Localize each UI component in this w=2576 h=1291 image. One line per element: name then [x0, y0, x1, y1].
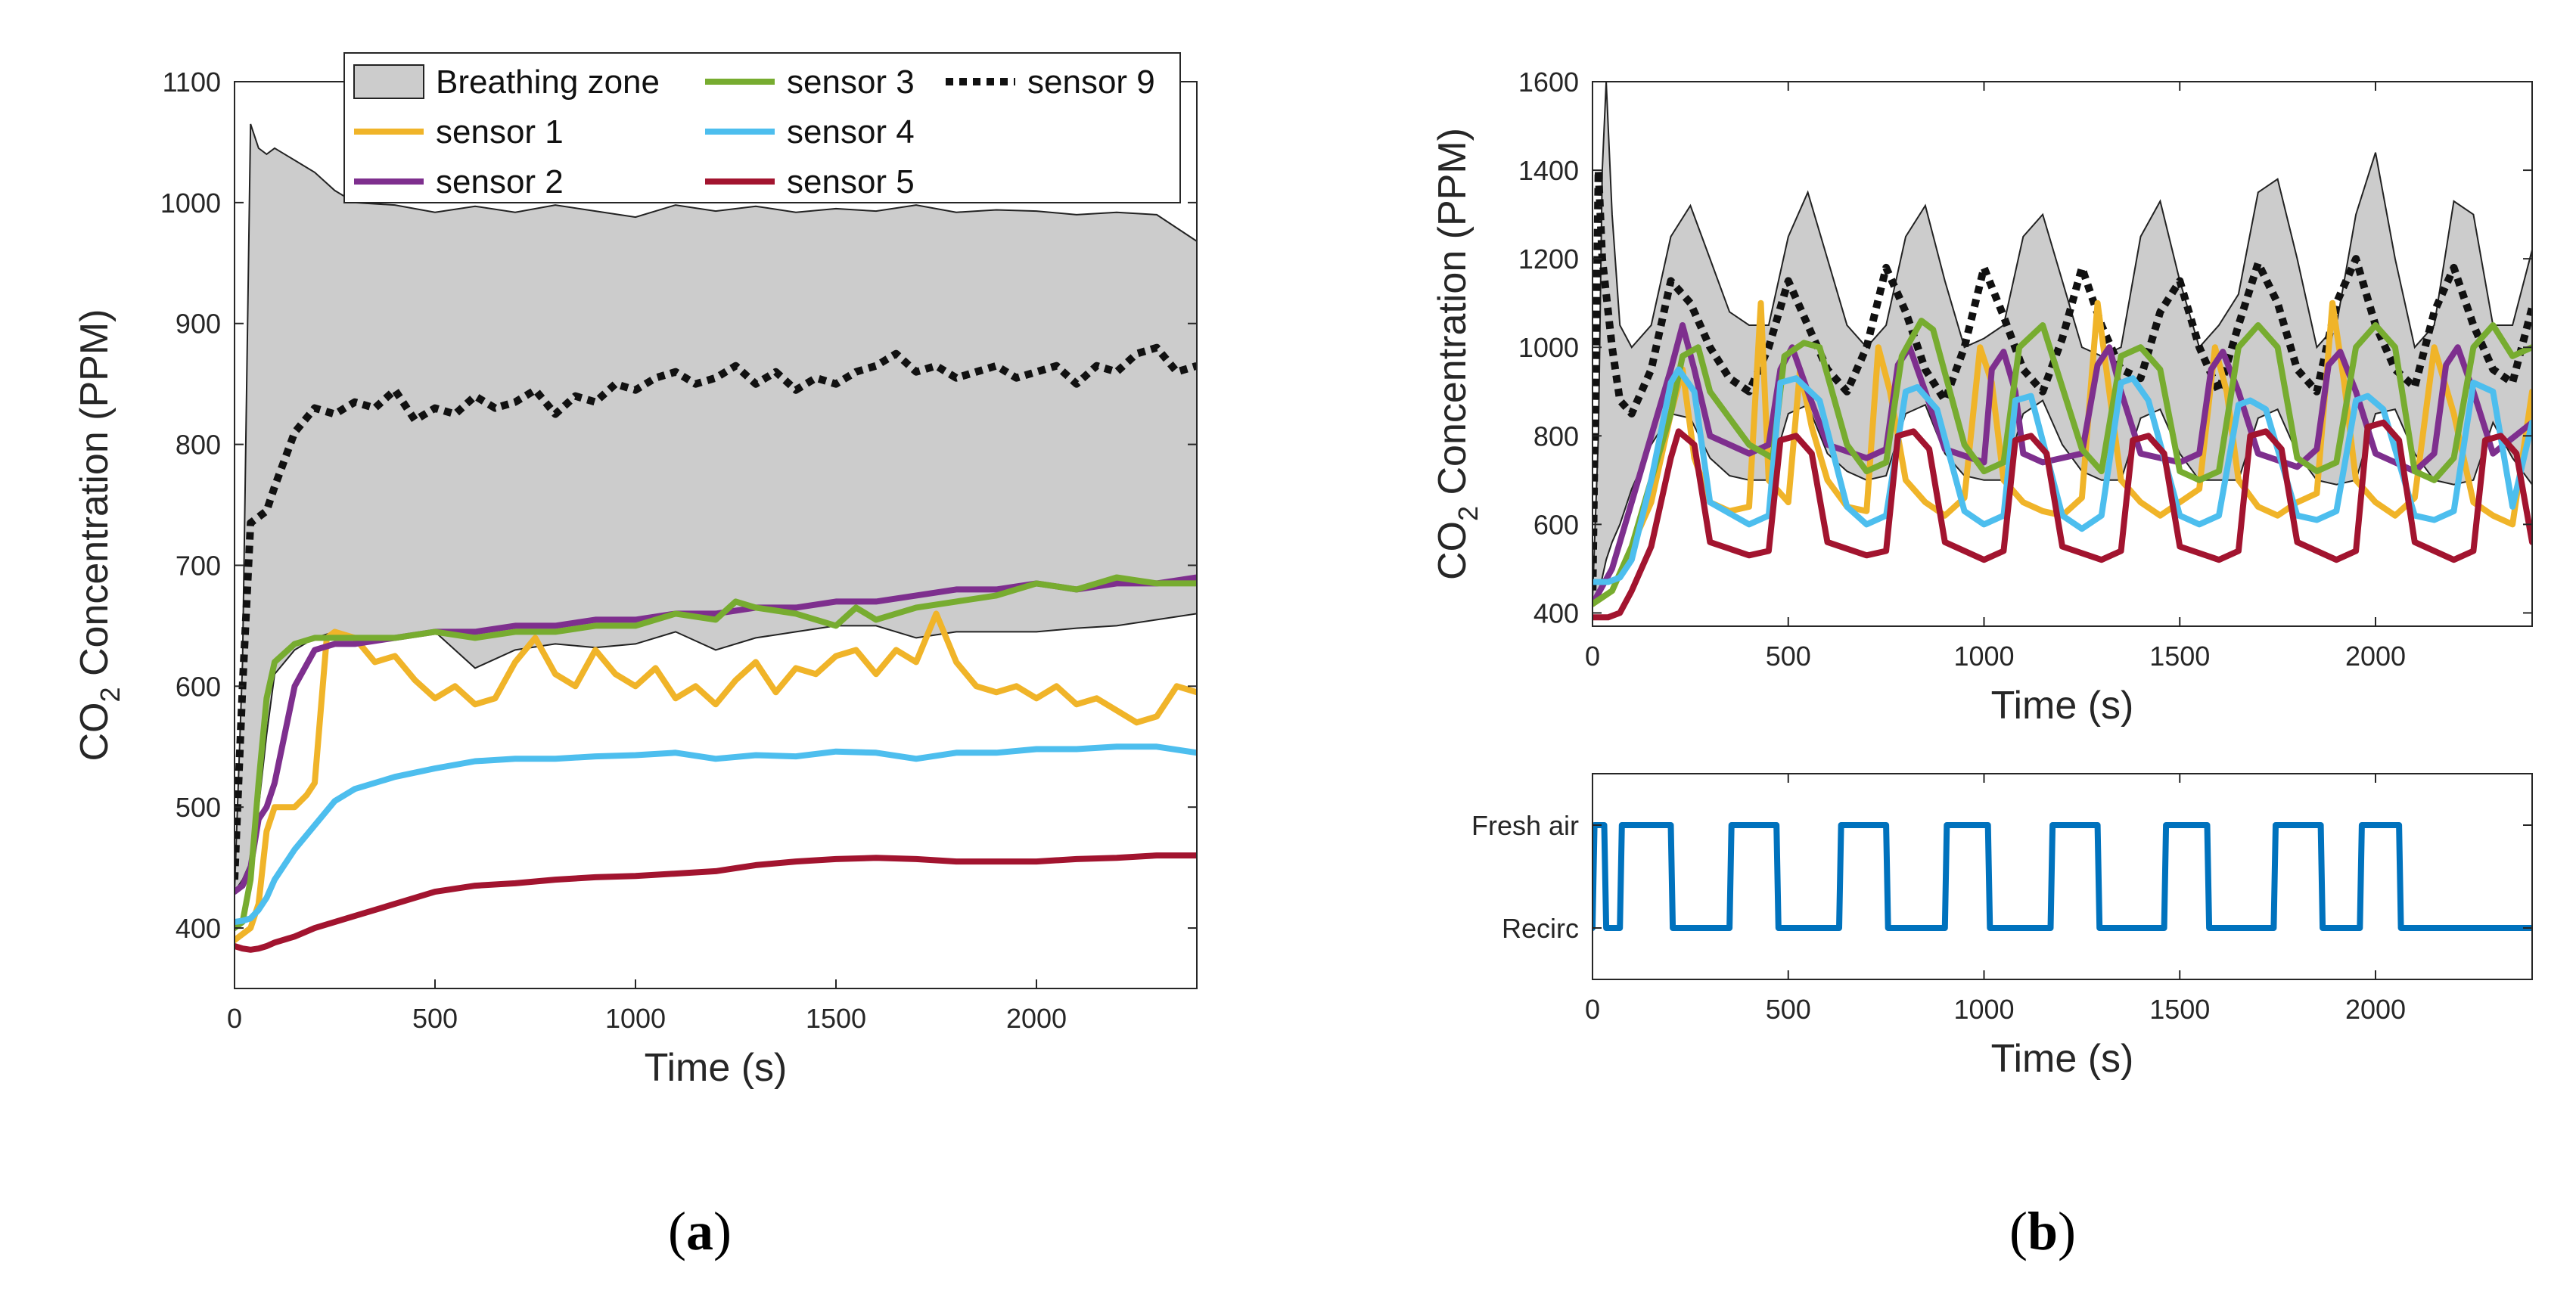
y-tick-label: 600	[1533, 509, 1579, 540]
x-tick-label: 1000	[1953, 994, 2014, 1025]
plot-area	[235, 123, 1197, 953]
x-tick-label: 0	[1585, 994, 1600, 1025]
legend: Breathing zone sensor 3 sensor 9 sensor 1 se…	[343, 52, 1181, 203]
y-axis-label-text: Concentration (PPM)	[1431, 128, 1474, 506]
y-tick-label: 900	[176, 309, 221, 340]
panel-labels: (a) (b)	[668, 1201, 2076, 1262]
panel-label-b: (b)	[2009, 1201, 2076, 1262]
legend-swatch-breathing-zone	[353, 64, 424, 99]
series-line-sensor-1	[1593, 299, 2532, 607]
legend-label-sensor-3: sensor 3	[787, 64, 915, 101]
y-tick-label: 1600	[1518, 67, 1579, 98]
x-axis-label: Time (s)	[1991, 1037, 2134, 1081]
plot-area	[1593, 82, 2532, 621]
series-line-sensor-2	[235, 574, 1197, 895]
series-line-sensor-5	[235, 852, 1197, 953]
y-tick-label: 1200	[1518, 244, 1579, 275]
legend-label-sensor-1: sensor 1	[436, 113, 564, 151]
y-tick-label: 700	[176, 550, 221, 581]
x-axis-label: Time (s)	[1991, 684, 2134, 728]
y-tick-label: 800	[1533, 421, 1579, 452]
x-tick-label: 2000	[2345, 994, 2406, 1025]
panel-label-letter: b	[2028, 1201, 2058, 1262]
x-tick-label: 1500	[806, 1003, 866, 1034]
legend-label-sensor-2: sensor 2	[436, 163, 564, 200]
legend-label-sensor-9: sensor 9	[1027, 64, 1155, 101]
y-tick-label: 1000	[1518, 332, 1579, 363]
series-line-sensor-3	[1593, 318, 2532, 607]
y-axis-label-prefix: CO	[73, 703, 117, 762]
y-axis-label-subscript: 2	[1453, 506, 1484, 521]
x-axis-label: Time (s)	[645, 1046, 788, 1090]
series-line-sensor-5	[1593, 419, 2532, 621]
series-line-sensor-3	[235, 574, 1197, 932]
legend-label-sensor-4: sensor 4	[787, 113, 915, 151]
series-line-sensor-9	[1593, 166, 2532, 604]
x-tick-label: 500	[1766, 641, 1811, 672]
y-tick-label: 400	[176, 913, 221, 944]
y-tick-label: 400	[1533, 597, 1579, 628]
panel-label-close: )	[713, 1201, 732, 1262]
y-axis-label: CO2 Concentration (PPM)	[1431, 128, 1484, 580]
breathing-zone-band	[1593, 82, 2532, 606]
panel-label-a: (a)	[668, 1201, 732, 1262]
plot-background	[1593, 774, 2532, 979]
x-tick-label: 500	[1766, 994, 1811, 1025]
panel-label-open: (	[668, 1201, 686, 1262]
y-axis-label-subscript: 2	[95, 687, 126, 702]
legend-box	[343, 52, 1181, 203]
y-tick-label: Fresh air	[1471, 810, 1579, 841]
x-tick-label: 2000	[2345, 641, 2406, 672]
panel-b-co2-chart: 0 500 1000 1500 2000 400 600 800 1000 1200 1400 160…	[1431, 67, 2533, 728]
axes-frame	[1592, 81, 2533, 627]
y-tick-label: 1100	[163, 67, 221, 98]
panel-a-chart: 0 500 1000 1500 2000 400 500 600 700 800 900 1000 11…	[73, 67, 1198, 1090]
y-axis-label-text: Concentration (PPM)	[73, 309, 117, 687]
panel-label-letter: a	[686, 1201, 713, 1262]
y-axis-label: CO2 Concentration (PPM)	[73, 309, 126, 762]
x-tick-label: 500	[412, 1003, 458, 1034]
series-line-mode	[1593, 822, 2532, 931]
y-axis-label-prefix: CO	[1431, 521, 1474, 580]
y-tick-label: 1400	[1518, 155, 1579, 186]
series-line-sensor-1	[235, 610, 1197, 944]
y-tick-label: 1000	[160, 188, 221, 219]
x-tick-label: 1000	[605, 1003, 666, 1034]
y-tick-label: 800	[176, 430, 221, 461]
x-tick-label: 1000	[1953, 641, 2014, 672]
y-tick-label: 500	[176, 792, 221, 823]
legend-label-sensor-5: sensor 5	[787, 163, 915, 200]
x-tick-label: 1500	[2149, 641, 2210, 672]
series-line-sensor-4	[235, 743, 1197, 926]
plot-area	[1593, 822, 2532, 931]
x-tick-label: 0	[227, 1003, 242, 1034]
x-tick-label: 0	[1585, 641, 1600, 672]
series-line-sensor-9	[235, 343, 1197, 880]
y-tick-label: Recirc	[1502, 913, 1579, 944]
series-line-sensor-2	[1593, 322, 2532, 607]
axes-frame	[1592, 773, 2533, 980]
y-tick-label: 600	[176, 671, 221, 702]
panel-b-mode-chart: 0 500 1000 1500 2000 Recirc Fresh air Time (s)	[1471, 773, 2533, 1081]
panel-label-close: )	[2058, 1201, 2076, 1262]
legend-label-Breathing-zone: Breathing zone	[436, 64, 660, 101]
x-tick-label: 1500	[2149, 994, 2210, 1025]
panel-label-open: (	[2009, 1201, 2028, 1262]
x-tick-label: 2000	[1006, 1003, 1067, 1034]
